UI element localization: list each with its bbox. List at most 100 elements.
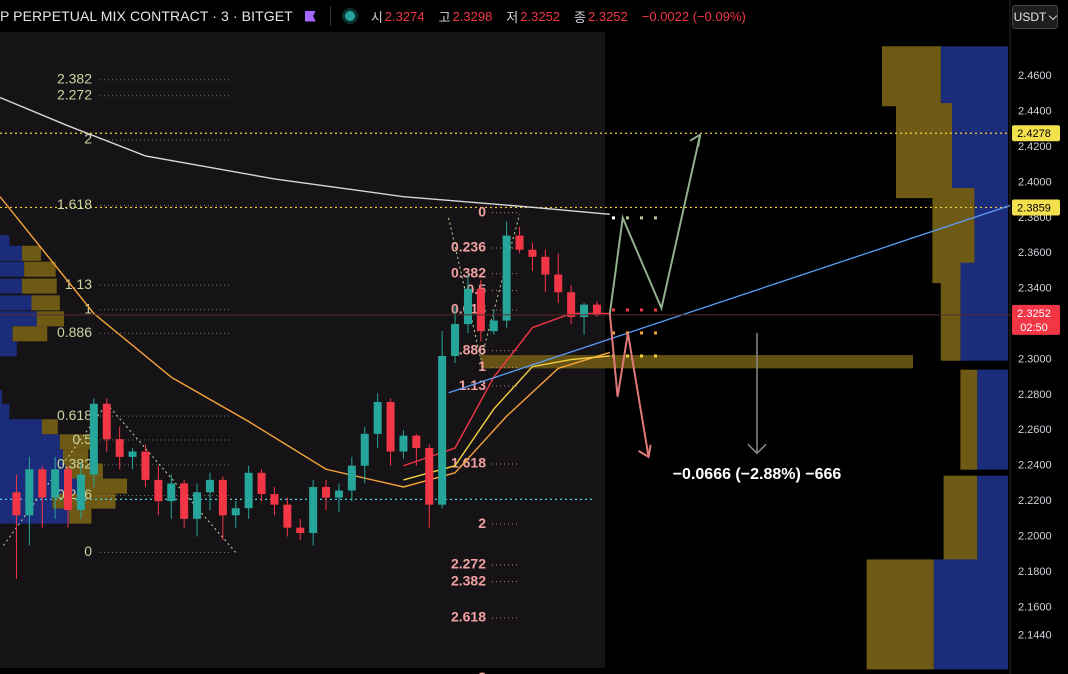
fib-left-label: 0.886	[57, 324, 92, 340]
candle-down	[296, 527, 305, 533]
candle-down	[257, 472, 266, 495]
candle-down	[554, 274, 563, 293]
candle-up	[76, 474, 85, 510]
candle-up	[489, 320, 498, 332]
projection-dot	[612, 331, 615, 335]
volume-profile-left-down	[42, 419, 58, 435]
fib-right-label: 0.236	[451, 239, 486, 255]
volume-profile-bar-up	[952, 103, 1008, 199]
candle-down	[38, 469, 47, 498]
volume-profile-bar-up	[933, 559, 1008, 670]
candle-down	[322, 486, 331, 498]
volume-profile-left-down	[63, 449, 89, 465]
price-badge	[1012, 199, 1060, 216]
candle-down	[541, 256, 550, 275]
price-axis-tick: 2.3000	[1018, 353, 1052, 365]
price-axis-tick: 2.4000	[1018, 176, 1052, 188]
price-badge-label: 2.4278	[1017, 128, 1051, 140]
ohlc-close-label: 종	[574, 9, 586, 25]
arrow-up-head	[689, 132, 702, 147]
volume-profile-left-down	[59, 434, 98, 450]
candle-down	[515, 235, 524, 250]
price-axis-tick: 2.2000	[1018, 530, 1052, 542]
volume-profile-left-up	[0, 404, 10, 420]
candle-down	[180, 483, 189, 519]
fib-right-label: 2	[478, 515, 486, 531]
ohlc-high-label: 고	[438, 9, 451, 25]
candle-up	[89, 403, 98, 475]
price-axis-tick: 2.4400	[1018, 106, 1052, 118]
moving-average-line	[403, 312, 610, 467]
candle-down	[218, 479, 227, 516]
candle-up	[25, 469, 34, 516]
fib-left-label: 1	[84, 300, 92, 316]
fib-left-label: 0.236	[57, 486, 92, 502]
symbol-title[interactable]: P PERPETUAL MIX CONTRACT · 3 · BITGET	[0, 8, 293, 24]
ohlc-high: 고 2.3298	[439, 7, 499, 26]
currency-select[interactable]: USDT	[1012, 5, 1058, 29]
price-axis-tick: 2.2800	[1018, 389, 1052, 401]
price-axis-tick: 2.4200	[1018, 141, 1052, 153]
candle-up	[205, 479, 214, 493]
fib-right-label: 0.382	[451, 264, 486, 280]
projection-up-path	[608, 134, 702, 314]
projection-dot	[612, 308, 615, 312]
candle-down	[476, 288, 485, 332]
fib-right-label: 2.272	[451, 556, 486, 572]
volume-profile-left-down	[78, 478, 128, 494]
candle-down	[115, 439, 124, 457]
volume-profile-left-up	[0, 326, 13, 342]
candle-up	[580, 304, 589, 318]
candle-up	[231, 508, 240, 516]
fib-right-label: 0	[478, 203, 486, 219]
candle-down	[567, 292, 576, 318]
volume-profile-left-down	[24, 261, 56, 277]
fib-right-label: 1	[478, 358, 486, 374]
price-axis-tick: 2.4600	[1018, 70, 1052, 82]
support-zone	[480, 355, 913, 369]
volume-profile-left-up	[0, 311, 37, 327]
volume-profile-bar-down	[882, 46, 941, 107]
volume-profile-bar-up	[940, 46, 1008, 107]
candle-up	[463, 288, 472, 325]
candle-up	[51, 469, 60, 498]
volume-profile-left-down	[22, 278, 57, 294]
ohlc-close-value: 2.3252	[588, 8, 628, 24]
moving-average-line	[403, 355, 610, 481]
volume-profile-left-down	[31, 295, 60, 311]
fib-left-label: 0.618	[57, 407, 92, 423]
fib-left-label: 2.382	[57, 71, 92, 87]
chevron-down-icon	[1049, 11, 1058, 20]
projection-down-path	[608, 313, 650, 458]
candle-down	[154, 479, 163, 502]
candle-down	[412, 435, 421, 449]
candle-down	[102, 403, 111, 440]
volume-profile-bar-down	[940, 262, 961, 361]
ohlc-close: 종 2.3252	[574, 7, 634, 26]
flag-icon[interactable]	[304, 10, 316, 22]
volume-profile-left-up	[0, 390, 3, 406]
fib-left-label: 0.382	[57, 456, 92, 472]
ohlc-low-label: 저	[506, 9, 519, 25]
current-price-label: 2.3252	[1017, 308, 1051, 320]
moving-average-line	[0, 96, 610, 216]
fib-right-label: 2.618	[451, 609, 486, 625]
projection-dot	[640, 216, 643, 220]
current-price-badge	[1012, 304, 1060, 335]
price-axis-tick: 2.2600	[1018, 424, 1052, 436]
projection-dot	[654, 331, 657, 335]
fib-left-label: 1.618	[57, 196, 92, 212]
volume-profile-left-up	[0, 295, 32, 311]
price-axis-tick: 2.2200	[1018, 495, 1052, 507]
header-divider	[329, 6, 331, 26]
candle-down	[12, 492, 21, 516]
price-badge	[1012, 125, 1060, 142]
candle-down	[528, 249, 537, 257]
candle-up	[167, 483, 176, 502]
candle-up	[502, 235, 511, 321]
ohlc-high-value: 2.3298	[452, 8, 493, 24]
fib-left-label: 0	[84, 543, 92, 559]
